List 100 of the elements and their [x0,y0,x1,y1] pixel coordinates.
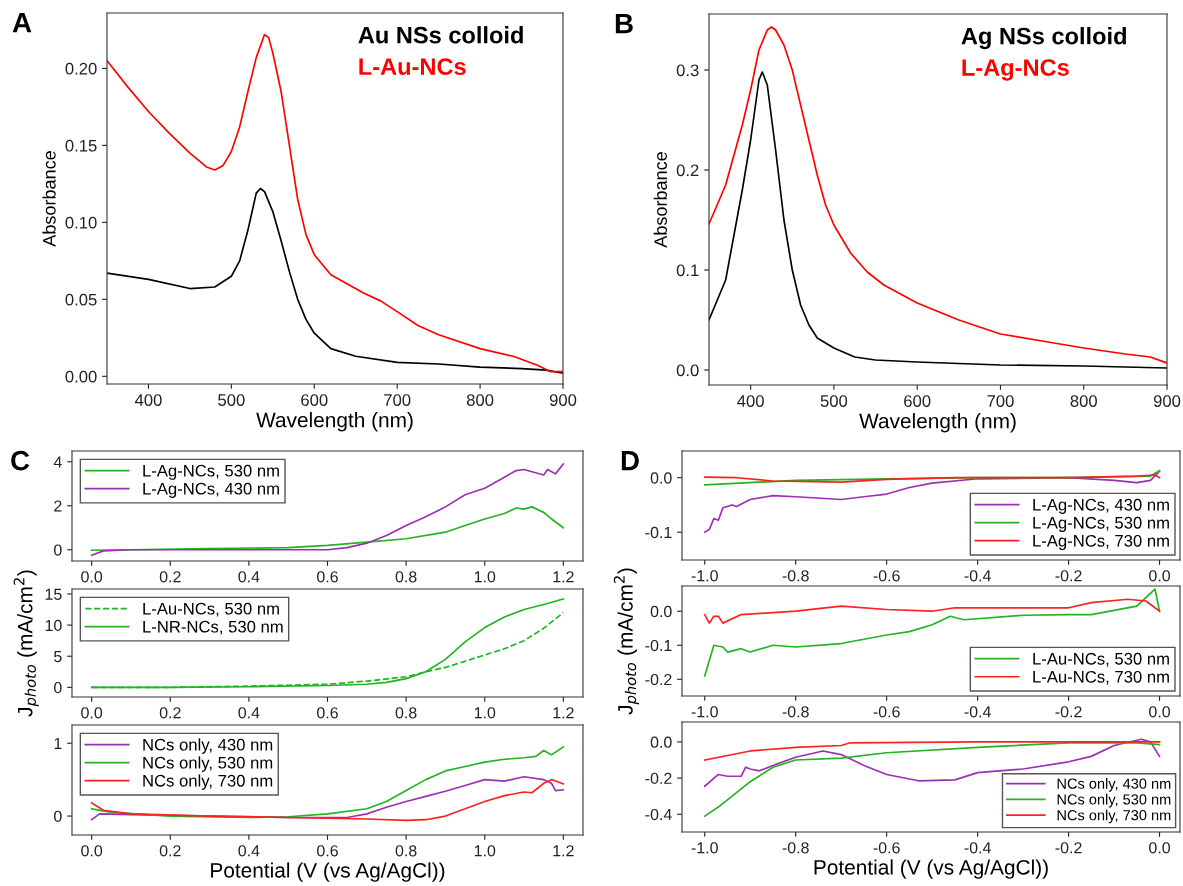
y-axis-title: J$_{photo}$ (mA/cm$^{2}$) [613,568,640,715]
y-tick-label: -0.4 [645,808,672,821]
chart-title: D [621,451,639,471]
y-tick-label: -0.1 [645,526,672,539]
x-tick-label: -0.8 [782,570,809,582]
legend-label: L-Ag-NCs, 530 nm [1033,516,1169,532]
y-tick-label: 0 [54,544,62,556]
y-tick-label: 5 [54,651,62,663]
x-tick-label: 500 [218,394,245,406]
x-tick-label: 0.2 [159,707,181,719]
x-axis-title: Potential (V (vs Ag/AgCl)) [211,862,445,882]
y-tick-label: -0.2 [645,673,672,686]
y-tick-label: 0 [54,681,62,694]
y-axis-title: Absorbance [653,152,667,248]
legend-label: NCs only, 730 nm [1057,809,1171,824]
chart-title: A [12,13,32,33]
x-tick-label: 700 [384,394,411,406]
x-tick-label: -1.0 [691,570,718,582]
x-tick-label: -0.4 [964,570,991,582]
x-axis-title: Wavelength (nm) [859,413,1016,433]
x-tick-label: 0.4 [238,845,260,857]
x-tick-label: -0.2 [1055,706,1082,718]
x-tick-label: 0.6 [317,707,338,719]
legend-label: L-Au-NCs, 530 nm [1033,652,1169,667]
y-tick-label: -0.2 [645,772,672,785]
x-tick-label: 400 [134,394,162,406]
y-tick-label: 0.1 [676,264,699,277]
x-tick-label: 800 [1070,395,1097,407]
x-tick-label: 700 [987,395,1014,407]
y-tick-label: 0.10 [65,216,97,229]
x-tick-label: 0.8 [395,571,417,583]
x-tick-label: -1.0 [691,842,718,854]
x-tick-label: -0.6 [873,842,900,854]
x-tick-label: -0.6 [873,706,900,718]
x-tick-label: 0.2 [159,571,181,583]
legend-label: NCs only, 430 nm [1057,778,1171,792]
legend-label: NCs only, 530 nm [1057,793,1171,808]
y-tick-label: 0.20 [65,62,97,75]
x-axis-title: Wavelength (nm) [256,412,413,432]
text: L-Au-NCs [359,58,466,75]
y-tick-label: 0.15 [65,139,97,152]
x-tick-label: 1.2 [553,845,574,857]
x-tick-label: 1.0 [474,845,496,857]
y-tick-label: -0.1 [645,639,672,652]
x-tick-label: -0.4 [964,842,991,854]
x-tick-label: 1.0 [474,707,496,719]
x-tick-label: 1.2 [553,707,574,719]
y-tick-label: 2 [54,500,62,512]
x-tick-label: 1.0 [474,571,496,583]
y-tick-label: 0.0 [676,364,699,377]
x-axis-title: Potential (V (vs Ag/AgCl)) [814,859,1048,879]
x-tick-label: -0.4 [964,706,991,718]
legend-label: L-Ag-NCs, 530 nm [143,464,279,480]
y-axis-title: Absorbance [42,151,56,247]
legend-label: NCs only, 430 nm [143,738,273,754]
x-tick-label: 600 [904,395,931,407]
y-tick-label: 0.0 [650,472,672,484]
x-tick-label: -0.2 [1055,570,1082,582]
x-tick-label: 0.6 [317,571,338,583]
y-tick-label: 1 [54,738,62,749]
text: Au NSs colloid [358,26,523,44]
x-tick-label: -0.6 [873,570,900,582]
x-tick-label: 400 [737,395,764,407]
x-tick-label: -0.8 [782,706,809,718]
y-tick-label: 0.05 [65,293,97,306]
y-tick-label: 0.00 [65,370,97,383]
x-tick-label: 500 [820,395,848,407]
x-tick-label: 0.6 [317,845,338,857]
x-tick-label: 0.8 [395,845,417,857]
legend-label: NCs only, 530 nm [143,756,273,772]
legend-label: L-Ag-NCs, 430 nm [143,482,279,498]
x-tick-label: 0.4 [238,707,260,719]
legend-label: L-Ag-NCs, 730 nm [1033,534,1169,550]
y-tick-label: 0.2 [676,164,699,177]
x-tick-label: 900 [549,394,577,406]
y-tick-label: 0.3 [676,64,699,77]
y-tick-label: 0 [54,810,62,822]
x-tick-label: -1.0 [691,706,718,718]
y-axis-title: J$_{photo}$ (mA/cm$^{2}$) [13,570,39,717]
x-tick-label: 0.0 [1149,706,1171,718]
x-tick-label: 600 [301,394,328,406]
y-tick-label: 0.0 [650,605,672,618]
y-tick-label: 15 [45,588,62,600]
x-tick-label: 0.4 [238,571,260,583]
text: L-Ag-NCs [962,59,1069,81]
y-tick-label: 10 [45,619,62,632]
x-tick-label: 900 [1153,395,1181,407]
y-tick-label: 0.0 [650,736,672,748]
legend-label: L-NR-NCs, 530 nm [143,620,283,635]
x-tick-label: 1.2 [553,571,574,583]
x-tick-label: 800 [466,394,494,406]
x-tick-label: 0.0 [1149,842,1171,854]
y-tick-label: 4 [53,456,62,468]
chart-title: C [11,450,30,471]
legend-label: L-Ag-NCs, 430 nm [1033,498,1169,514]
text: Ag NSs colloid [961,27,1126,50]
x-tick-label: 0.2 [159,845,181,857]
legend-label: L-Au-NCs, 730 nm [1033,670,1169,685]
x-tick-label: -0.2 [1055,842,1082,854]
legend-label: NCs only, 730 nm [143,774,273,790]
